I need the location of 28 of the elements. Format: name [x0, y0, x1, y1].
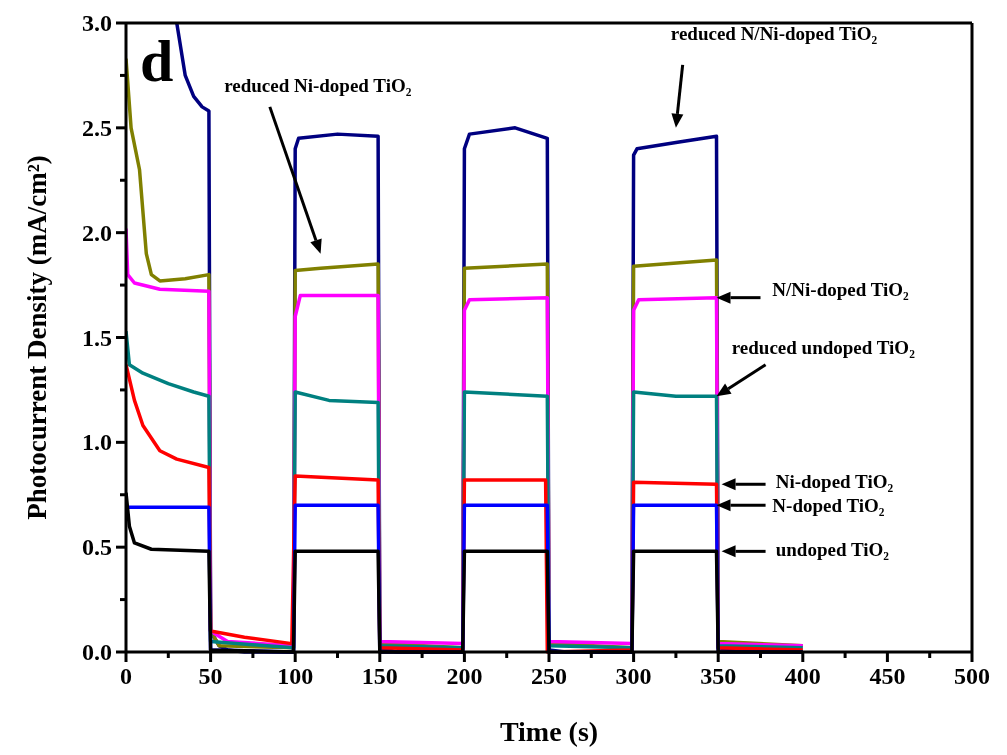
- x-tick-label: 200: [446, 663, 483, 689]
- annotation: reduced N/Ni-doped TiO₂: [670, 22, 878, 44]
- x-tick-label: 450: [869, 663, 906, 689]
- x-tick-label: 0: [120, 663, 132, 689]
- y-tick-label: 0.0: [82, 639, 112, 665]
- y-tick-label: 2.0: [82, 219, 112, 246]
- annotation: undoped TiO₂: [775, 538, 890, 560]
- y-axis-title: Photocurrent Density (mA/cm²): [22, 155, 52, 520]
- annotation: reduced Ni-doped TiO₂: [224, 75, 412, 97]
- annotation: N/Ni-doped TiO₂: [772, 278, 910, 300]
- x-tick-label: 50: [198, 663, 223, 689]
- x-tick-label: 250: [531, 663, 567, 689]
- x-tick-label: 400: [784, 663, 821, 689]
- y-tick-label: 1.0: [82, 429, 112, 456]
- x-tick-label: 150: [361, 663, 398, 689]
- y-tick-label: 1.5: [82, 324, 112, 351]
- annotation: Ni-doped TiO₂: [775, 471, 894, 493]
- y-tick-label: 3.0: [82, 10, 112, 36]
- x-tick-label: 100: [277, 663, 314, 689]
- x-tick-label: 300: [615, 663, 652, 689]
- annotation: N-doped TiO₂: [772, 494, 885, 516]
- x-axis-title: Time (s): [499, 716, 599, 747]
- annotation: reduced undoped TiO₂: [731, 337, 916, 359]
- y-tick-label: 0.5: [82, 534, 112, 561]
- x-tick-label: 350: [700, 663, 737, 689]
- x-tick-label: 500: [954, 663, 990, 689]
- y-tick-label: 2.5: [82, 114, 112, 141]
- annotation: d: [140, 28, 174, 94]
